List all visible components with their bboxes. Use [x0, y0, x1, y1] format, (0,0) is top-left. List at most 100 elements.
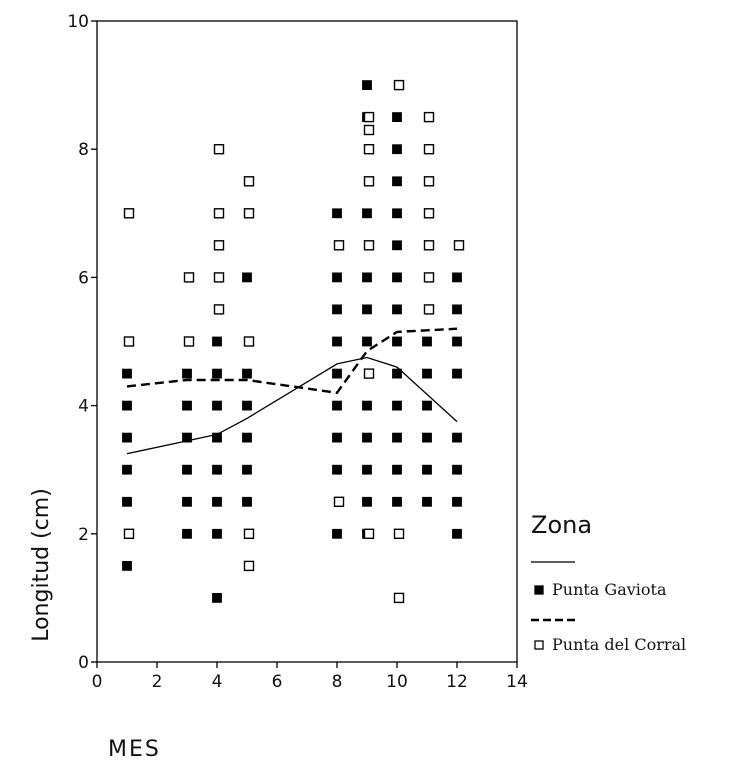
- point-punta-del-corral: [423, 272, 435, 283]
- point-punta-del-corral: [183, 272, 195, 283]
- point-punta-gaviota: [332, 400, 342, 411]
- point-punta-gaviota: [332, 336, 342, 347]
- point-punta-gaviota: [392, 176, 402, 187]
- point-punta-del-corral: [393, 528, 405, 539]
- point-punta-gaviota: [392, 368, 402, 379]
- data-points: [122, 79, 465, 604]
- x-tick-label: 8: [332, 672, 343, 692]
- point-punta-gaviota: [122, 464, 132, 475]
- point-punta-gaviota: [182, 432, 192, 443]
- point-punta-del-corral: [213, 240, 225, 251]
- point-punta-gaviota: [422, 336, 432, 347]
- point-punta-del-corral: [213, 304, 225, 315]
- point-punta-del-corral: [363, 111, 375, 123]
- point-punta-del-corral: [213, 143, 225, 155]
- x-tick-label: 2: [152, 672, 163, 692]
- x-tick-label: 10: [386, 672, 408, 692]
- legend-label-2: Punta del Corral: [552, 635, 686, 654]
- legend-marker-2: [534, 640, 544, 650]
- point-punta-gaviota: [242, 272, 252, 283]
- point-punta-gaviota: [212, 400, 222, 411]
- point-punta-gaviota: [362, 400, 372, 411]
- point-punta-gaviota: [422, 432, 432, 443]
- point-punta-gaviota: [242, 368, 252, 379]
- point-punta-gaviota: [392, 432, 402, 443]
- trend-line-2: [126, 327, 458, 395]
- point-punta-del-corral: [243, 560, 255, 572]
- point-punta-del-corral: [243, 336, 255, 347]
- legend: Zona Punta Gaviota Punta del Corral: [531, 511, 686, 654]
- point-punta-del-corral: [183, 336, 195, 347]
- point-punta-gaviota: [452, 464, 462, 475]
- point-punta-del-corral: [243, 528, 255, 539]
- point-punta-gaviota: [392, 496, 402, 507]
- point-punta-gaviota: [212, 496, 222, 507]
- point-punta-gaviota: [122, 496, 132, 507]
- point-punta-gaviota: [362, 80, 372, 90]
- point-punta-del-corral: [423, 208, 435, 219]
- point-punta-gaviota: [332, 464, 342, 475]
- legend-label-1: Punta Gaviota: [552, 580, 667, 599]
- point-punta-del-corral: [423, 143, 435, 155]
- y-axis-title: Longitud (cm): [29, 488, 54, 642]
- point-punta-del-corral: [363, 143, 375, 155]
- point-punta-gaviota: [362, 208, 372, 219]
- point-punta-del-corral: [333, 496, 345, 507]
- point-punta-gaviota: [392, 400, 402, 411]
- point-punta-gaviota: [182, 400, 192, 411]
- y-tick-label: 6: [78, 268, 89, 288]
- point-punta-del-corral: [363, 528, 375, 539]
- point-punta-gaviota: [422, 464, 432, 475]
- point-punta-gaviota: [212, 464, 222, 475]
- point-punta-gaviota: [122, 432, 132, 443]
- plot-frame: [96, 20, 518, 663]
- y-tick-label: 10: [67, 12, 89, 32]
- point-punta-del-corral: [363, 176, 375, 187]
- trend-line-1: [126, 356, 458, 455]
- point-punta-gaviota: [422, 400, 432, 411]
- point-punta-gaviota: [392, 144, 402, 155]
- x-tick-label: 4: [212, 672, 223, 692]
- point-punta-del-corral: [333, 240, 345, 251]
- point-punta-del-corral: [243, 208, 255, 219]
- y-tick-label: 0: [78, 653, 89, 673]
- x-tick-label: 14: [506, 672, 528, 692]
- point-punta-del-corral: [363, 240, 375, 251]
- point-punta-gaviota: [332, 272, 342, 283]
- point-punta-gaviota: [452, 336, 462, 347]
- point-punta-gaviota: [182, 464, 192, 475]
- point-punta-gaviota: [212, 432, 222, 443]
- point-punta-del-corral: [393, 79, 405, 91]
- point-punta-gaviota: [242, 464, 252, 475]
- point-punta-gaviota: [392, 112, 402, 122]
- point-punta-gaviota: [182, 496, 192, 507]
- x-axis-title: MES: [108, 737, 161, 762]
- x-tick-label: 12: [446, 672, 468, 692]
- point-punta-gaviota: [242, 432, 252, 443]
- legend-title: Zona: [531, 511, 592, 539]
- point-punta-gaviota: [452, 272, 462, 283]
- point-punta-gaviota: [332, 304, 342, 315]
- point-punta-gaviota: [392, 464, 402, 475]
- point-punta-del-corral: [423, 111, 435, 123]
- point-punta-gaviota: [452, 496, 462, 507]
- point-punta-gaviota: [122, 561, 132, 571]
- point-punta-del-corral: [363, 368, 375, 379]
- point-punta-gaviota: [362, 496, 372, 507]
- point-punta-gaviota: [362, 464, 372, 475]
- point-punta-gaviota: [362, 336, 372, 347]
- legend-marker-1: [534, 585, 544, 595]
- point-punta-gaviota: [212, 528, 222, 539]
- point-punta-gaviota: [452, 432, 462, 443]
- point-punta-gaviota: [332, 368, 342, 379]
- point-punta-gaviota: [392, 336, 402, 347]
- point-punta-gaviota: [362, 272, 372, 283]
- point-punta-gaviota: [332, 208, 342, 219]
- x-tick-label: 6: [272, 672, 283, 692]
- point-punta-del-corral: [123, 336, 135, 347]
- point-punta-gaviota: [242, 496, 252, 507]
- y-tick-label: 4: [78, 397, 89, 417]
- point-punta-gaviota: [122, 368, 132, 379]
- point-punta-gaviota: [182, 368, 192, 379]
